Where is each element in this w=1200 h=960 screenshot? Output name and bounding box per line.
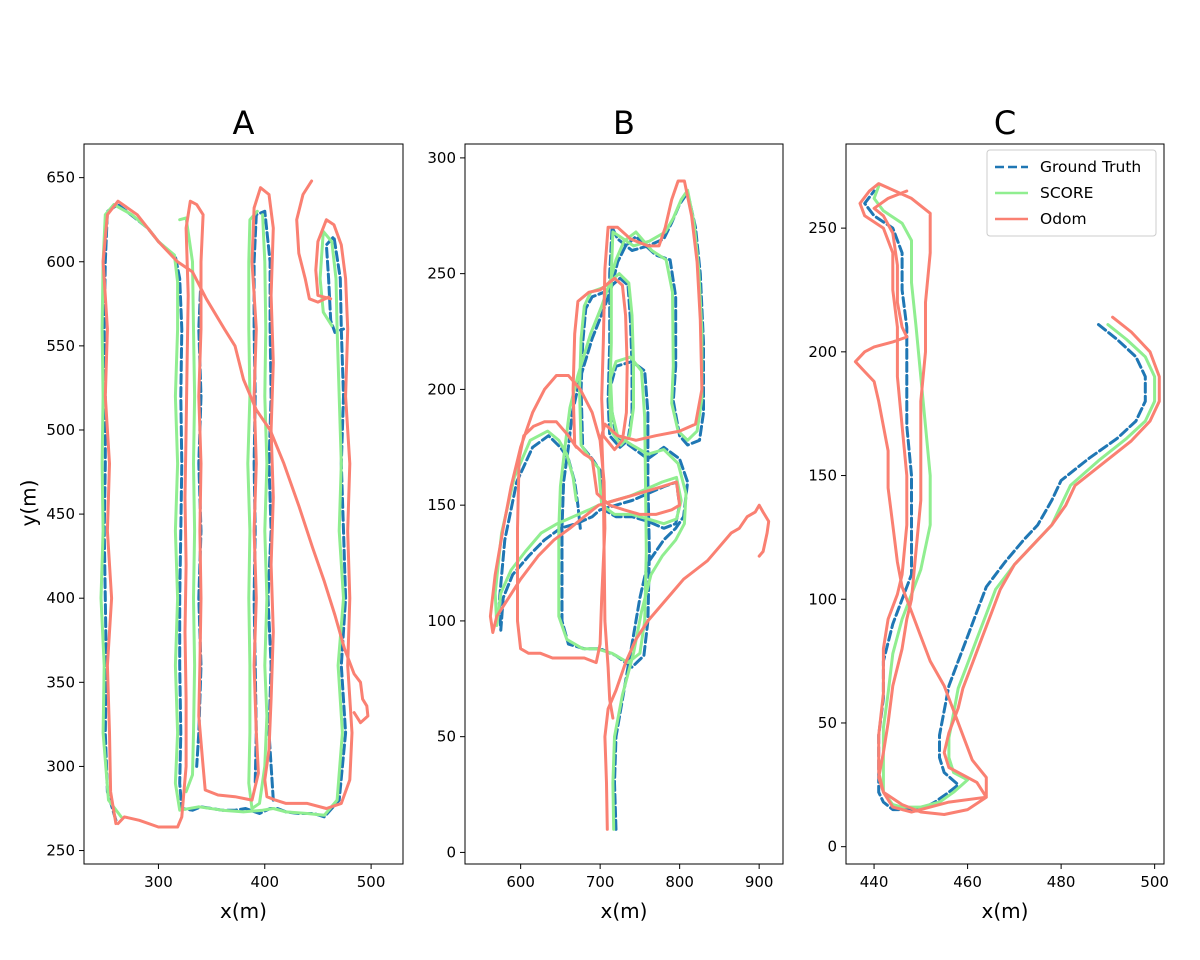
legend-label-ground-truth: Ground Truth	[1040, 158, 1141, 176]
legend-label-score: SCORE	[1040, 184, 1093, 202]
panel-a-xtick-label: 500	[357, 873, 386, 891]
panel-c-ytick-label: 100	[808, 590, 837, 608]
panel-b: 600 700 800 900 0 50 100 150 200 250 300 B x(m)	[427, 104, 784, 923]
panel-b-odom-line-2	[603, 503, 771, 831]
panel-b-ytick-label: 50	[437, 728, 456, 746]
panel-b-odom-line-3	[488, 179, 704, 720]
panel-c-ground-truth-line-0	[863, 189, 1147, 812]
panel-c-xlabel: x(m)	[982, 899, 1029, 923]
panel-b-ytick-label: 250	[427, 265, 456, 283]
panel-a-odom-line-8	[295, 179, 331, 304]
panel-b-ytick-label: 0	[446, 843, 456, 861]
panel-c-xtick-label: 440	[860, 873, 889, 891]
panel-a-score-line-4	[178, 216, 197, 794]
panel-a-ytick-label: 650	[46, 169, 75, 187]
panel-b-frame	[464, 143, 784, 865]
panel-a-score-line-5	[246, 209, 269, 810]
panel-c-lines	[853, 182, 1161, 816]
panel-a-ytick-label: 250	[46, 842, 75, 860]
panel-a-odom-line-7	[116, 186, 354, 829]
panel-c-xtick-label: 480	[1047, 873, 1076, 891]
panel-a-ticks: 300 400 500 250 300 350 400 450 500 550 600 650	[46, 169, 385, 891]
panel-a-xtick-label: 300	[144, 873, 173, 891]
panel-a-ylabel: y(m)	[17, 480, 41, 527]
panel-a-ytick-label: 350	[46, 673, 75, 691]
panel-b-ticks: 600 700 800 900 0 50 100 150 200 250 300	[427, 149, 773, 891]
panel-a-ytick-label: 400	[46, 589, 75, 607]
panel-c-ytick-label: 200	[808, 343, 837, 361]
panel-c-frame	[845, 143, 1165, 865]
panel-c-ytick-label: 250	[808, 219, 837, 237]
panel-c-score-line-1	[872, 184, 1157, 809]
panel-a-score-line-3	[99, 203, 345, 819]
panel-b-xtick-label: 800	[665, 873, 694, 891]
panel-c-ytick-label: 0	[827, 838, 837, 856]
panel-a-ytick-label: 600	[46, 253, 75, 271]
panel-a-ground-truth-line-2	[252, 209, 275, 802]
panel-b-title: B	[613, 104, 635, 142]
panel-a-ytick-label: 500	[46, 421, 75, 439]
panel-a-ytick-label: 550	[46, 337, 75, 355]
legend-box	[986, 149, 1157, 237]
panel-c-odom-line-2	[853, 182, 1161, 816]
panel-c: 440 460 480 500 0 50 100 150 200 250 C x(m)	[808, 104, 1169, 923]
panel-b-ytick-label: 100	[427, 612, 456, 630]
panel-a-ytick-label: 300	[46, 757, 75, 775]
panel-b-xtick-label: 700	[586, 873, 615, 891]
panel-b-lines	[488, 179, 771, 831]
panel-c-title: C	[994, 104, 1016, 142]
panel-a-odom-line-6	[101, 199, 370, 826]
panel-c-xtick-label: 500	[1140, 873, 1169, 891]
panel-b-ytick-label: 150	[427, 496, 456, 514]
panel-c-ytick-label: 50	[818, 714, 837, 732]
panel-a-ytick-label: 450	[46, 505, 75, 523]
legend-label-odom: Odom	[1040, 210, 1087, 228]
panel-a-frame	[83, 143, 404, 865]
panel-c-xtick-label: 460	[953, 873, 982, 891]
panel-b-xlabel: x(m)	[601, 899, 648, 923]
panel-a: 300 400 500 250 300 350 400 450 500 550 600 650 A x…	[17, 104, 404, 923]
panel-c-ytick-label: 150	[808, 467, 837, 485]
panel-b-ytick-label: 200	[427, 380, 456, 398]
panel-a-xtick-label: 400	[250, 873, 279, 891]
panel-a-lines	[99, 179, 370, 829]
panel-a-title: A	[233, 104, 255, 142]
panel-a-xlabel: x(m)	[220, 899, 267, 923]
panel-c-ticks: 440 460 480 500 0 50 100 150 200 250	[808, 219, 1169, 891]
panel-b-ytick-label: 300	[427, 149, 456, 167]
panel-b-xtick-label: 600	[506, 873, 535, 891]
panel-b-xtick-label: 900	[745, 873, 774, 891]
legend: Ground Truth SCORE Odom	[986, 149, 1157, 237]
